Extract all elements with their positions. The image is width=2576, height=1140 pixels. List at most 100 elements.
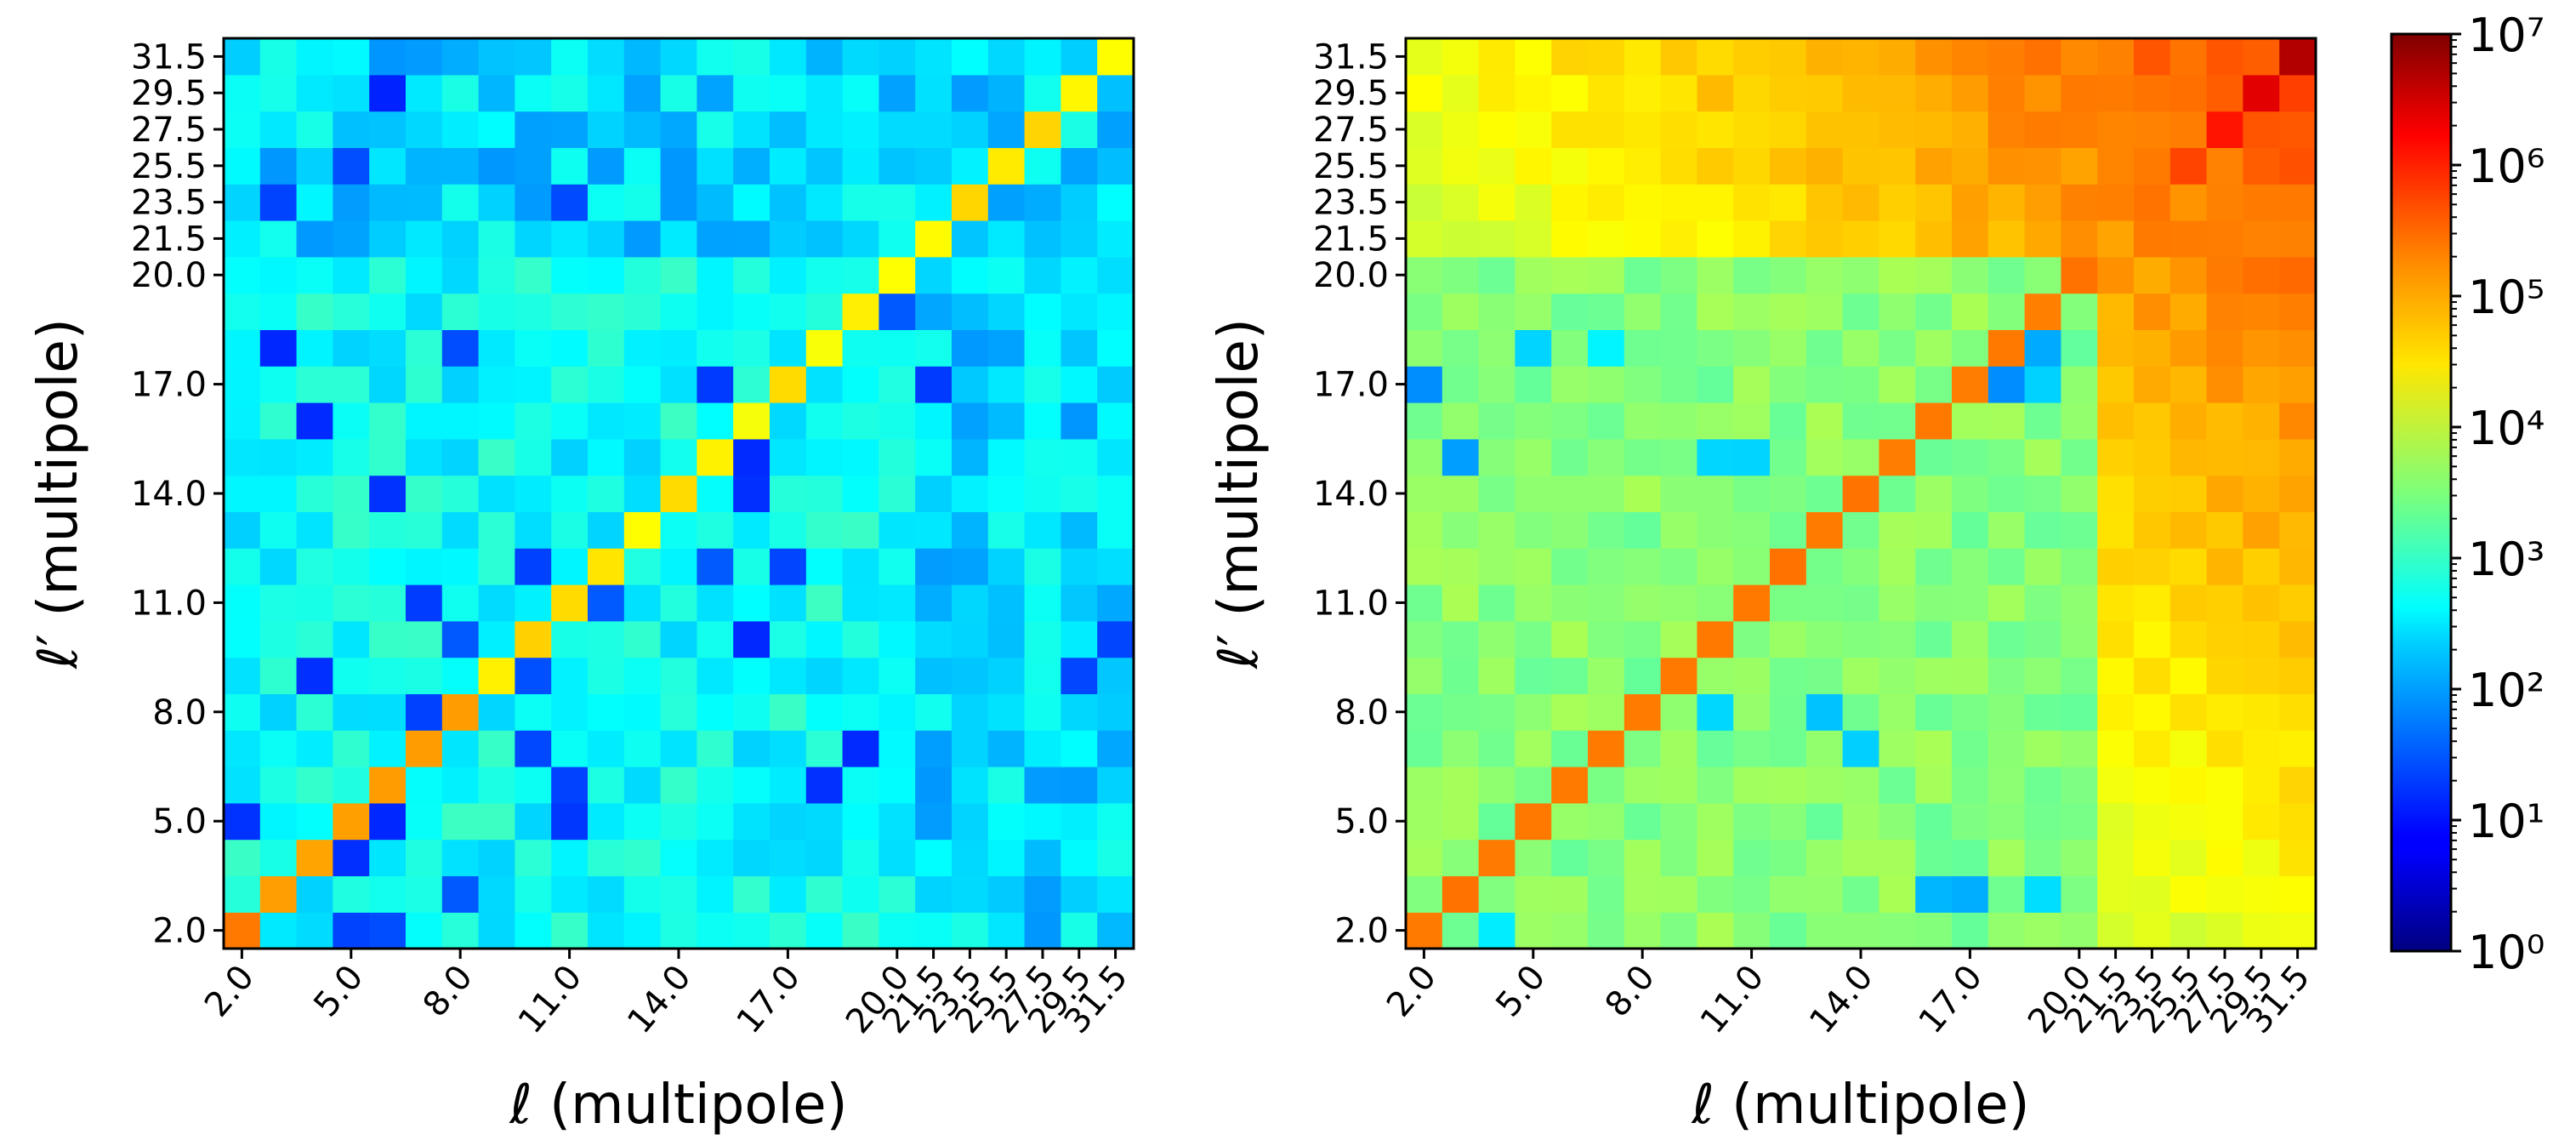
right-heatmap-cell [2061,438,2098,476]
right-heatmap-cell [1987,730,2026,767]
right-heatmap-cell [1551,730,1589,767]
right-heatmap-cell [1660,620,1697,658]
right-heatmap-cell [2206,366,2243,403]
right-heatmap-cell [2279,366,2317,403]
left-heatmap-cell [588,802,625,841]
left-heatmap-cell [1097,620,1134,658]
right-heatmap-cell [1952,548,1989,585]
right-heatmap-cell [2206,584,2243,622]
left-heatmap-cell [406,767,443,804]
right-heatmap-cell [1660,730,1697,767]
left-heatmap-cell [551,147,589,185]
right-heatmap-cell [1952,329,1989,367]
right-heatmap-cell [2279,293,2317,330]
right-heatmap-cell [1624,912,1662,949]
right-heatmap-cell [1733,584,1771,622]
left-heatmap-cell [623,293,662,330]
right-heatmap-cell [2243,767,2280,804]
right-heatmap-cell [1879,184,1916,221]
right-heatmap-cell [2134,293,2171,330]
left-heatmap-cell [1061,620,1098,658]
right-heatmap-cell [1588,693,1625,731]
right-heatmap-cell [2024,693,2061,731]
right-heatmap-cell [1987,184,2026,221]
left-heatmap-cell [369,693,407,731]
left-heatmap-cell [1024,620,1061,658]
right-heatmap-cell [1551,875,1589,913]
left-heatmap-cell [333,693,370,731]
left-heatmap-cell [805,767,844,804]
left-heatmap-cell [1097,74,1134,112]
right-heatmap-cell [1952,293,1989,330]
right-heatmap-cell [1733,767,1771,804]
right-heatmap-cell [1588,548,1625,585]
right-heatmap-cell [1770,730,1807,767]
left-heatmap-cell [369,329,407,367]
left-heatmap-cell [224,839,261,876]
left-heatmap-cell [369,293,407,330]
left-heatmap-cell [369,511,407,549]
left-y-tick-label: 2.0 [152,912,207,951]
right-heatmap-cell [2024,802,2061,841]
right-heatmap-cell [2243,438,2280,476]
left-heatmap-cell [952,38,989,76]
left-heatmap-cell [733,38,771,76]
left-y-tick-label: 20.0 [131,256,207,295]
left-heatmap-cell [441,584,480,622]
left-heatmap-cell [478,111,515,148]
right-heatmap-cell [1952,511,1989,549]
right-heatmap-cell [1697,38,1734,76]
right-heatmap-cell [1733,329,1771,367]
right-heatmap-cell [1842,402,1879,440]
right-heatmap-cell [2097,147,2135,185]
right-heatmap-cell [1805,839,1844,876]
left-heatmap-cell [259,475,298,512]
left-heatmap-cell [551,620,589,658]
right-heatmap-cell [2206,912,2243,949]
right-heatmap-cell [1588,402,1625,440]
right-heatmap-cell [1406,620,1443,658]
right-heatmap-cell [1915,38,1953,76]
left-heatmap-cell [623,511,662,549]
left-heatmap-cell [224,184,261,221]
left-heatmap-cell [369,620,407,658]
left-heatmap-cell [515,256,552,294]
left-heatmap-cell [733,366,771,403]
left-heatmap-cell [259,511,298,549]
left-heatmap-cell [879,147,916,185]
left-heatmap-cell [842,912,879,949]
left-heatmap-cell [915,912,952,949]
right-heatmap-cell [1660,438,1697,476]
right-heatmap-cell [1805,730,1844,767]
left-heatmap-cell [588,438,625,476]
left-heatmap-cell [296,802,333,841]
right-heatmap-cell [1515,584,1552,622]
right-heatmap-cell [1515,657,1552,694]
left-heatmap-cell [224,438,261,476]
right-heatmap-cell [1952,402,1989,440]
right-heatmap-cell [1952,875,1989,913]
left-heatmap-cell [805,184,844,221]
left-heatmap-cell [879,329,916,367]
right-heatmap-cell [1624,511,1662,549]
right-heatmap-cell [1805,475,1844,512]
left-heatmap-cell [441,402,480,440]
right-heatmap-cell [1406,875,1443,913]
right-heatmap-cell [1733,912,1771,949]
left-heatmap-cell [987,220,1026,258]
right-heatmap-cell [1987,511,2026,549]
right-heatmap-cell [1915,511,1953,549]
right-heatmap-panel: 2.0 5.0 8.0 11.0 14.0 17.0 20.021.523.525.527.… [1208,37,2317,1137]
left-heatmap-cell [296,584,333,622]
right-heatmap-cell [1697,730,1734,767]
right-heatmap-cell [1551,584,1589,622]
left-heatmap-cell [697,548,734,585]
left-heatmap-cell [879,475,916,512]
right-heatmap-cell [1879,767,1916,804]
left-heatmap-cell [1097,293,1134,330]
left-heatmap-cell [1097,111,1134,148]
right-heatmap-cell [2279,111,2317,148]
left-heatmap-cell [952,693,989,731]
left-heatmap-cell [879,366,916,403]
right-heatmap-cell [1551,402,1589,440]
